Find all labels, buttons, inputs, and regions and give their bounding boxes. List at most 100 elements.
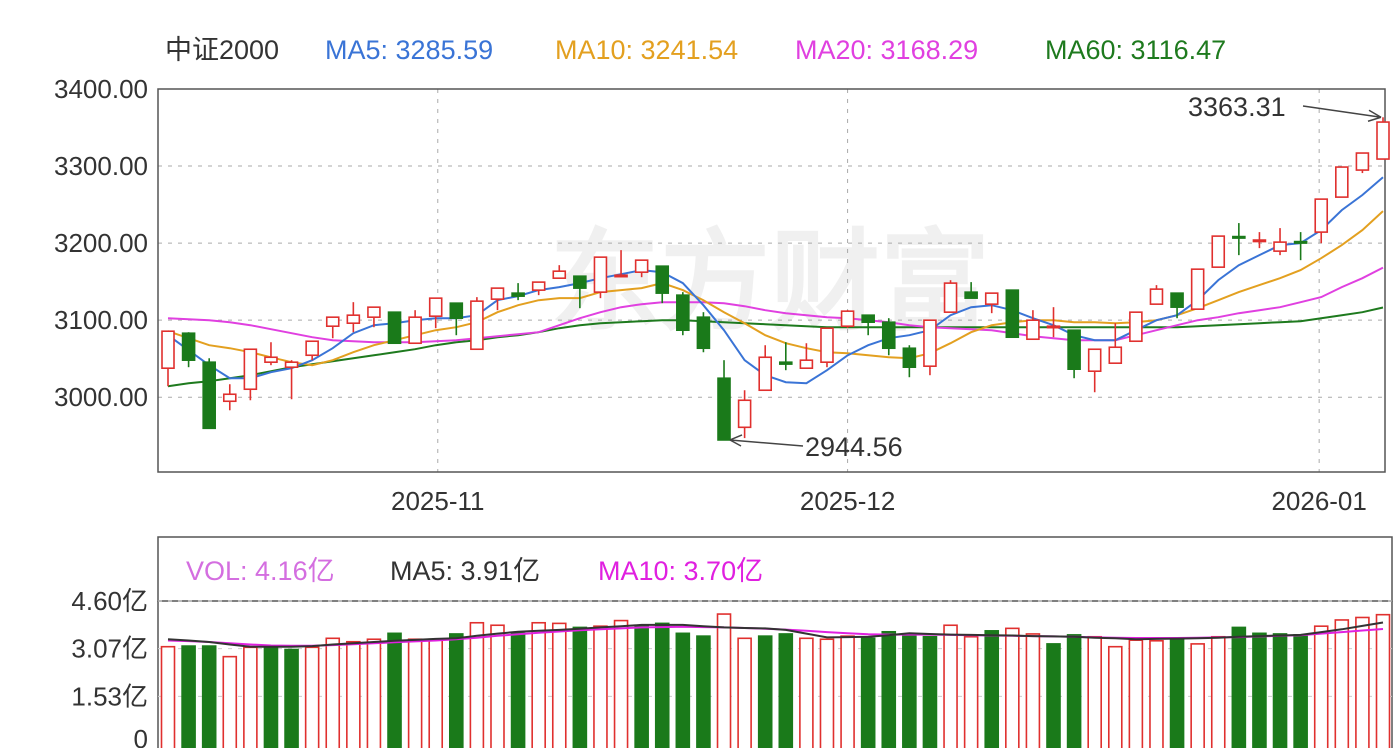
- candle: [202, 358, 216, 430]
- volume-y-tick-label: 0: [134, 724, 148, 748]
- volume-ma-lines: [167, 621, 1384, 648]
- candle-body-down: [387, 311, 402, 345]
- candle: [181, 332, 196, 368]
- candle-body-up: [1087, 348, 1102, 373]
- volume-legend: VOL: 4.16亿 MA5: 3.91亿 MA10: 3.70亿: [186, 556, 763, 586]
- candle: [593, 256, 608, 299]
- volume-bar: [634, 625, 649, 748]
- volume-bar: [1149, 639, 1164, 748]
- volume-bar: [819, 638, 835, 748]
- volume-bar: [1025, 633, 1041, 748]
- candle-body-up: [984, 292, 999, 305]
- candle-body-down: [573, 275, 587, 289]
- volume-bar: [778, 633, 794, 748]
- candle: [1087, 348, 1102, 393]
- candle: [552, 265, 567, 279]
- candle: [840, 310, 855, 328]
- candle: [470, 297, 484, 351]
- volume-bar: [201, 645, 217, 748]
- candle: [490, 287, 505, 311]
- candle-body-down: [655, 265, 670, 294]
- volume-bar: [490, 624, 505, 748]
- candle-body-down: [902, 347, 917, 368]
- candle-body-down: [1170, 292, 1184, 308]
- volume-bar: [922, 635, 938, 748]
- candle-body-up: [284, 361, 299, 368]
- candle: [676, 292, 690, 336]
- candle: [758, 345, 773, 392]
- candle-body-up: [820, 327, 834, 363]
- candle-body-down: [511, 292, 525, 297]
- candle-body-down: [1293, 240, 1308, 244]
- candle-body-up: [1046, 325, 1061, 329]
- candle-body-down: [1067, 329, 1081, 370]
- candle: [943, 280, 958, 313]
- legend-index-name: 中证2000: [165, 35, 279, 65]
- volume-bar: [366, 638, 382, 748]
- volume-y-tick-label: 1.53亿: [71, 681, 148, 711]
- candle-body-up: [1108, 346, 1123, 364]
- candle: [449, 302, 464, 336]
- volume-bar: [1375, 613, 1391, 748]
- candle-body-up: [758, 356, 773, 392]
- candle: [531, 281, 546, 296]
- candle: [1252, 232, 1267, 249]
- candle-body-up: [408, 316, 422, 345]
- candle-body-down: [881, 321, 896, 350]
- moving-average-lines: [167, 176, 1384, 388]
- volume-bar: [1046, 643, 1061, 748]
- candle: [717, 360, 731, 441]
- candle: [1355, 152, 1370, 174]
- candle: [1129, 311, 1143, 343]
- legend-vol: VOL: 4.16亿: [186, 556, 335, 586]
- candle-body-up: [840, 310, 855, 327]
- candle-body-up: [923, 319, 937, 367]
- volume-y-tick-label: 3.07亿: [71, 634, 148, 664]
- volume-bar: [1066, 634, 1082, 748]
- volume-bar: [346, 640, 361, 748]
- candle: [964, 282, 978, 299]
- candle-body-up: [1252, 239, 1267, 243]
- legend-ma20: MA20: 3168.29: [795, 35, 978, 65]
- x-tick-label: 2026-01: [1271, 486, 1366, 516]
- candle: [511, 283, 525, 301]
- legend-vol-ma5: MA5: 3.91亿: [390, 556, 540, 586]
- candle: [923, 319, 937, 376]
- candle-body-down: [778, 361, 793, 365]
- volume-bar: [284, 648, 299, 748]
- candle: [778, 342, 793, 371]
- legend-ma5: MA5: 3285.59: [325, 35, 493, 65]
- volume-bar: [263, 645, 279, 748]
- volume-bar: [551, 622, 567, 748]
- volume-bar: [654, 622, 670, 748]
- volume-bar: [1293, 634, 1308, 748]
- candle-body-up: [1190, 268, 1205, 310]
- candle-body-up: [634, 259, 649, 273]
- volume-bar: [1169, 637, 1185, 748]
- candle: [1067, 329, 1081, 379]
- candle-body-up: [346, 314, 361, 324]
- volume-bar: [1334, 619, 1350, 748]
- volume-bar: [1005, 627, 1020, 748]
- candle-body-up: [552, 270, 567, 279]
- volume-bar: [963, 635, 979, 748]
- candle-body-down: [449, 302, 464, 319]
- volume-bar: [840, 635, 855, 748]
- candle: [346, 302, 361, 333]
- volume-bar: [387, 632, 402, 748]
- candle: [881, 318, 896, 356]
- volume-bars: [160, 613, 1391, 748]
- volume-bar: [737, 637, 752, 748]
- candle-body-down: [1232, 235, 1246, 239]
- candle-body-up: [490, 287, 505, 300]
- candle-body-up: [1335, 166, 1349, 198]
- volume-bar: [222, 655, 238, 748]
- candle: [820, 327, 834, 368]
- annotation-high-label: 3363.31: [1188, 92, 1286, 122]
- volume-bar: [984, 630, 1000, 748]
- y-tick-label: 3100.00: [54, 305, 148, 335]
- candle-body-down: [861, 314, 875, 323]
- candle-body-down: [964, 291, 978, 299]
- annotation-high-arrow: [1302, 105, 1382, 119]
- candle-body-down: [676, 294, 690, 332]
